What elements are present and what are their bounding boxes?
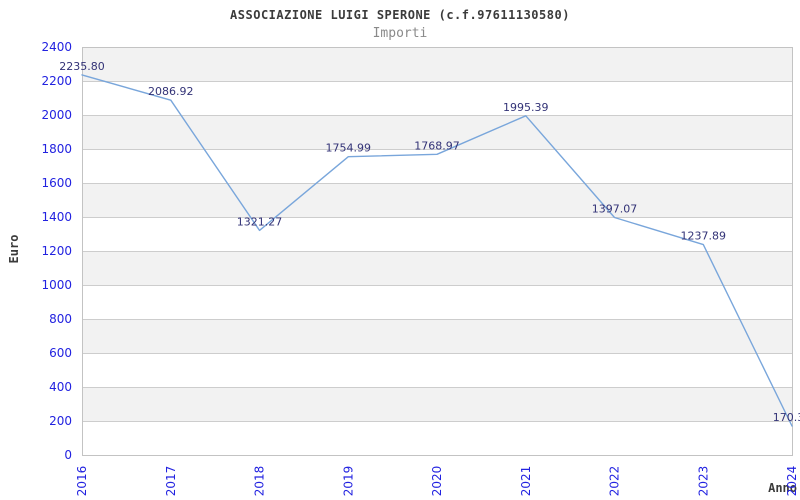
data-label: 1321.27 — [237, 215, 283, 228]
x-tick-label: 2022 — [608, 466, 622, 497]
y-tick-label: 1000 — [41, 278, 72, 292]
x-tick-label: 2017 — [164, 466, 178, 497]
x-tick-label: 2023 — [696, 466, 710, 497]
y-tick-label: 2000 — [41, 108, 72, 122]
y-tick-label: 200 — [49, 414, 72, 428]
y-tick-label: 0 — [64, 448, 72, 462]
plot-band — [82, 319, 792, 353]
x-tick-label: 2016 — [75, 466, 89, 497]
x-tick-label: 2020 — [430, 466, 444, 497]
y-tick-label: 2200 — [41, 74, 72, 88]
y-tick-label: 1600 — [41, 176, 72, 190]
data-label: 2086.92 — [148, 85, 194, 98]
data-label: 2235.80 — [59, 60, 105, 73]
plot-band — [82, 47, 792, 81]
data-label: 170.39 — [773, 411, 800, 424]
plot-band — [82, 353, 792, 387]
x-axis-title: Anno — [768, 481, 797, 495]
x-tick-label: 2024 — [785, 466, 799, 497]
chart-title: ASSOCIAZIONE LUIGI SPERONE (c.f.97611130… — [230, 8, 570, 22]
series-line — [81, 74, 793, 427]
y-tick-label: 1800 — [41, 142, 72, 156]
y-tick-label: 400 — [49, 380, 72, 394]
data-label: 1754.99 — [326, 142, 372, 155]
data-label: 1237.89 — [681, 230, 727, 243]
x-tick-label: 2018 — [253, 466, 267, 497]
data-label: 1397.07 — [592, 202, 638, 215]
plot-band — [82, 421, 792, 455]
y-tick-label: 1200 — [41, 244, 72, 258]
y-tick-label: 800 — [49, 312, 72, 326]
plot-border — [82, 47, 793, 456]
x-tick-label: 2021 — [519, 466, 533, 497]
plot-band — [82, 81, 792, 115]
data-label: 1768.97 — [414, 139, 460, 152]
y-tick-label: 600 — [49, 346, 72, 360]
data-label: 1995.39 — [503, 101, 549, 114]
plot-band — [82, 387, 792, 421]
plot-band — [82, 183, 792, 217]
chart-subtitle: Importi — [372, 26, 428, 41]
plot-band — [82, 285, 792, 319]
y-tick-label: 1400 — [41, 210, 72, 224]
y-tick-label: 2400 — [41, 40, 72, 54]
plot-band — [82, 251, 792, 285]
plot-band — [82, 217, 792, 251]
x-tick-label: 2019 — [341, 466, 355, 497]
